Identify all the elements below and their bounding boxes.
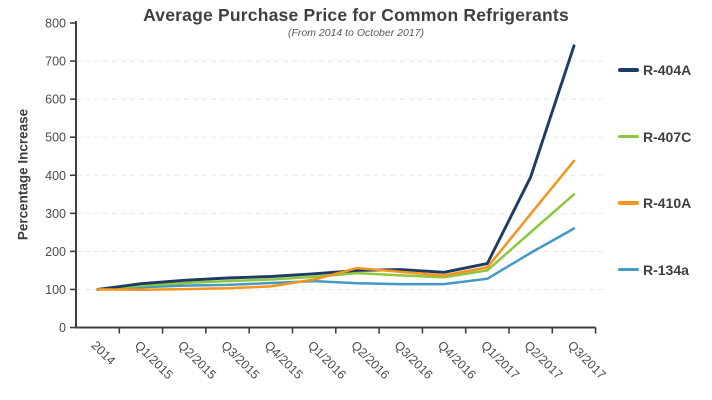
x-tick-label: Q1/2017 bbox=[478, 338, 522, 382]
series-line-r-404a bbox=[96, 44, 576, 291]
y-tick-label: 700 bbox=[45, 55, 66, 69]
x-tick-label: Q3/2015 bbox=[218, 338, 262, 382]
x-tick-label: 2014 bbox=[89, 338, 119, 368]
x-tick-label: Q3/2017 bbox=[565, 338, 609, 382]
y-tick-label: 0 bbox=[59, 321, 66, 335]
x-tick-label: Q1/2015 bbox=[132, 338, 176, 382]
x-tick-label: Q2/2017 bbox=[522, 338, 566, 382]
y-tick-label: 800 bbox=[45, 17, 66, 31]
y-tick-label: 100 bbox=[45, 283, 66, 297]
chart-title: Average Purchase Price for Common Refrig… bbox=[143, 5, 569, 25]
y-tick-label: 500 bbox=[45, 131, 66, 145]
series-line-r-134a bbox=[96, 227, 576, 291]
y-tick-label: 400 bbox=[45, 169, 66, 183]
series-line-r-407c bbox=[96, 193, 576, 291]
x-tick-label: Q1/2016 bbox=[305, 338, 349, 382]
chart-subtitle: (From 2014 to October 2017) bbox=[288, 27, 424, 39]
x-tick-label: Q4/2015 bbox=[262, 338, 306, 382]
x-tick-label: Q2/2015 bbox=[175, 338, 219, 382]
y-tick-label: 200 bbox=[45, 245, 66, 259]
series-line-r-410a bbox=[96, 159, 576, 292]
x-tick-label: Q4/2016 bbox=[435, 338, 479, 382]
y-tick-label: 300 bbox=[45, 207, 66, 221]
x-tick-label: Q2/2016 bbox=[348, 338, 392, 382]
y-tick-label: 600 bbox=[45, 93, 66, 107]
x-tick-label: Q3/2016 bbox=[392, 338, 436, 382]
